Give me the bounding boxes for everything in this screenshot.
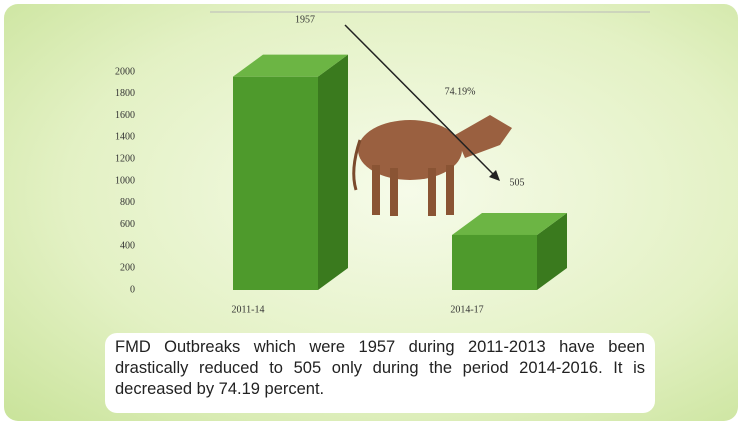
caption: FMD Outbreaks which were 1957 during 201… xyxy=(105,333,655,413)
chart: 74.19% 0 200 400 600 800 1000 1200 1400 1600 1800… xyxy=(115,11,650,315)
y-tick-label: 1800 xyxy=(115,88,135,99)
y-tick-label: 400 xyxy=(120,241,135,252)
arrow-head xyxy=(489,170,500,181)
y-tick-label: 1200 xyxy=(115,153,135,164)
y-tick-label: 200 xyxy=(120,262,135,273)
bar-side xyxy=(318,54,348,291)
y-tick-label: 0 xyxy=(130,284,135,295)
bar-top xyxy=(452,212,567,235)
y-tick-label: 1000 xyxy=(115,175,135,186)
cow xyxy=(352,115,512,216)
value-label: 505 xyxy=(510,177,525,188)
value-label: 1957 xyxy=(295,14,315,25)
bar-top xyxy=(233,54,348,77)
x-tick-label: 2014-17 xyxy=(450,304,483,315)
arrow xyxy=(344,24,496,177)
y-tick-label: 600 xyxy=(120,219,135,230)
y-tick-label: 2000 xyxy=(115,66,135,77)
y-tick-label: 1600 xyxy=(115,110,135,121)
bar xyxy=(233,76,318,290)
annotation: 74.19% xyxy=(445,86,476,97)
bar xyxy=(452,234,537,290)
y-tick-label: 800 xyxy=(120,197,135,208)
y-tick-label: 1400 xyxy=(115,132,135,143)
x-tick-label: 2011-14 xyxy=(232,304,265,315)
bar-side xyxy=(537,212,567,290)
